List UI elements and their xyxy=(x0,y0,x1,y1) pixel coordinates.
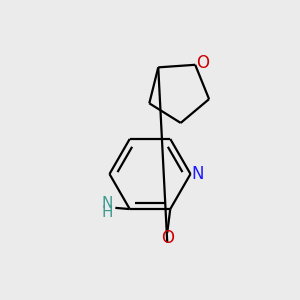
Text: N: N xyxy=(102,196,113,211)
Text: H: H xyxy=(101,205,113,220)
Text: N: N xyxy=(192,165,204,183)
Text: O: O xyxy=(161,229,174,247)
Text: O: O xyxy=(196,54,209,72)
